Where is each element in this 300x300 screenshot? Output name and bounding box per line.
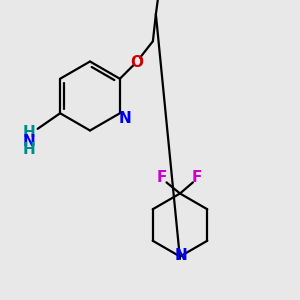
Text: O: O [130,55,143,70]
Text: N: N [175,248,188,263]
Text: F: F [157,169,167,184]
Text: H: H [22,142,35,157]
Text: H: H [22,125,35,140]
Text: F: F [191,169,202,184]
Text: N: N [119,111,132,126]
Text: N: N [22,134,35,149]
